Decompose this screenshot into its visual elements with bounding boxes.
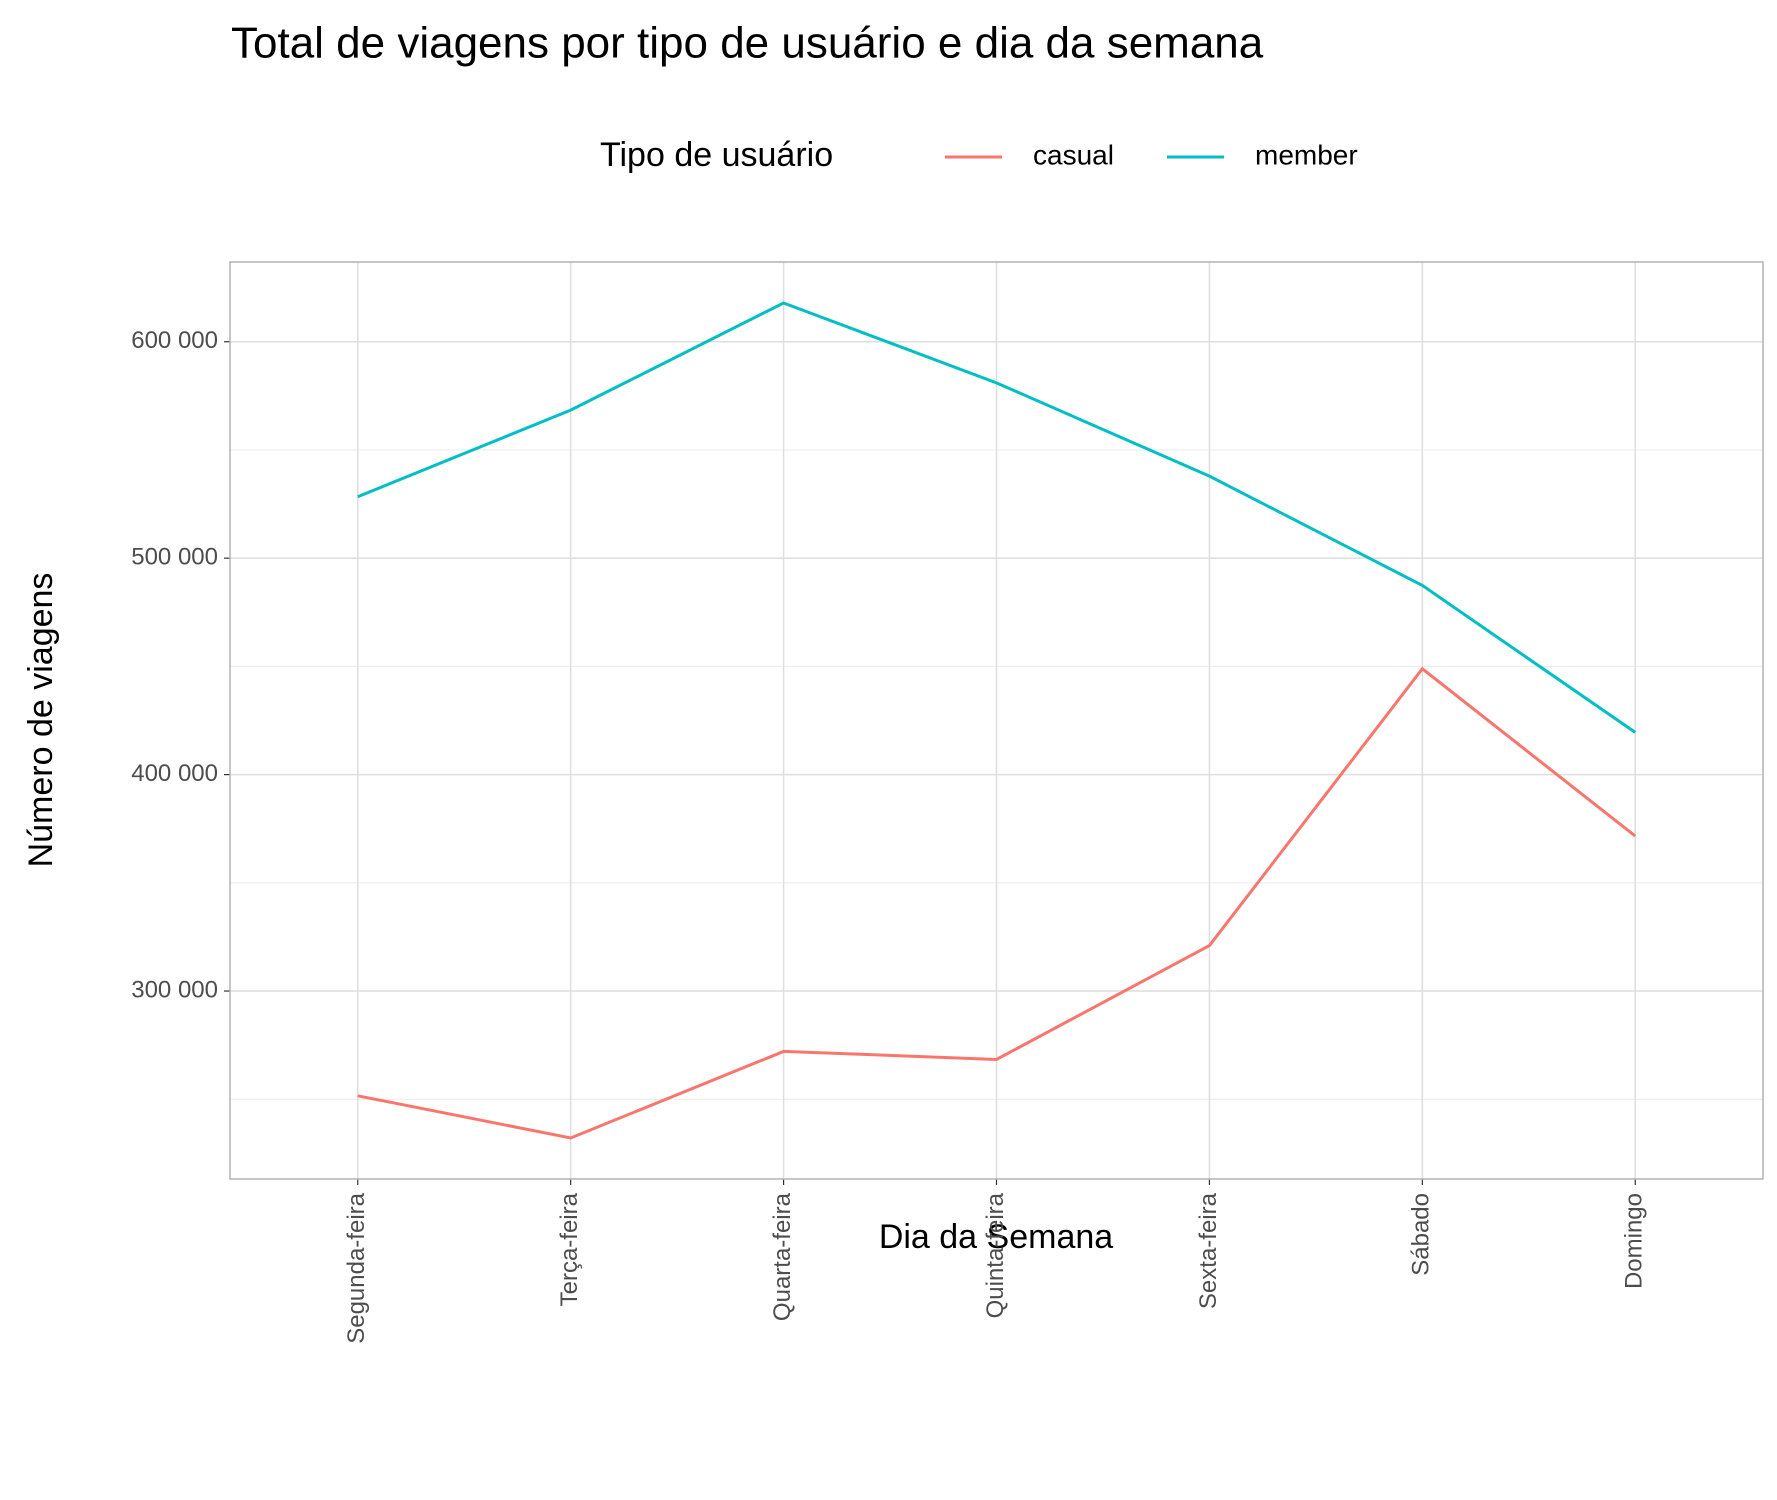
x-tick-label: Segunda-feira bbox=[343, 1192, 370, 1343]
x-tick-label: Domingo bbox=[1621, 1193, 1648, 1289]
plot-border bbox=[229, 261, 1764, 1180]
legend-title: Tipo de usuário bbox=[600, 136, 833, 174]
series-line bbox=[357, 666, 1637, 1140]
y-tick-label: 400 000 bbox=[131, 760, 218, 787]
y-tick-label: 500 000 bbox=[131, 544, 218, 571]
x-tick-label: Sexta-feira bbox=[1195, 1192, 1222, 1309]
x-tick-label: Quarta-feira bbox=[769, 1192, 796, 1321]
y-axis-title: Número de viagens bbox=[22, 573, 60, 868]
x-axis-title: Dia da Semana bbox=[879, 1218, 1113, 1256]
x-tick-label: Sábado bbox=[1408, 1193, 1435, 1276]
legend-label: casual bbox=[1033, 139, 1114, 170]
x-tick-label: Terça-feira bbox=[556, 1192, 583, 1306]
y-tick-label: 600 000 bbox=[131, 327, 218, 354]
legend-label: member bbox=[1255, 139, 1358, 170]
y-tick-label: 300 000 bbox=[131, 976, 218, 1003]
chart-title: Total de viagens por tipo de usuário e d… bbox=[231, 19, 1264, 68]
series-line bbox=[357, 301, 1637, 734]
x-tick-label: Quinta-feira bbox=[982, 1192, 1009, 1318]
